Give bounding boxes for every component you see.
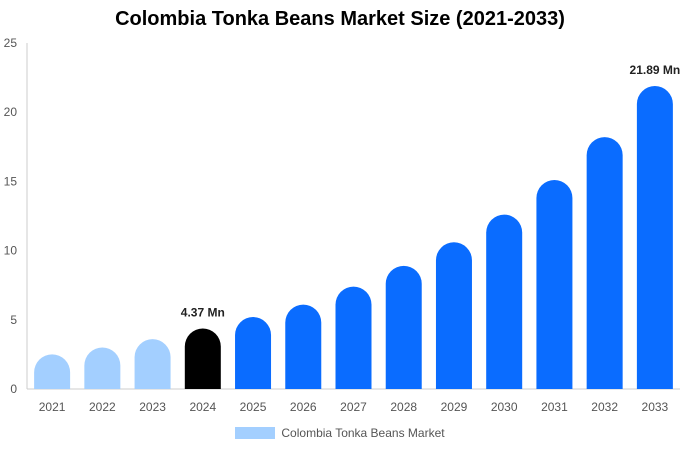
chart-title: Colombia Tonka Beans Market Size (2021-2… (115, 8, 565, 30)
y-tick-label: 15 (4, 174, 18, 188)
bar-2025 (235, 317, 272, 389)
y-tick-label: 0 (10, 382, 17, 396)
x-tick-label: 2033 (642, 400, 669, 414)
legend-swatch (235, 427, 276, 439)
bar-2024 (184, 328, 221, 389)
x-tick-label: 2027 (340, 400, 367, 414)
y-tick-label: 25 (4, 36, 18, 50)
y-tick-label: 20 (4, 105, 18, 119)
bar-2023 (134, 339, 171, 389)
x-tick-label: 2031 (541, 400, 568, 414)
y-tick-label: 10 (4, 244, 18, 258)
bar-2029 (435, 242, 472, 389)
legend-label: Colombia Tonka Beans Market (281, 426, 445, 440)
bar-2032 (586, 137, 623, 389)
x-tick-label: 2021 (39, 400, 66, 414)
x-tick-label: 2030 (491, 400, 518, 414)
x-tick-label: 2023 (139, 400, 166, 414)
y-tick-label: 5 (10, 313, 17, 327)
legend: Colombia Tonka Beans Market (0, 426, 680, 440)
x-tick-label: 2022 (89, 400, 116, 414)
x-tick-label: 2024 (189, 400, 216, 414)
bar-2026 (285, 304, 322, 389)
bar-2027 (335, 286, 372, 389)
bar-2030 (486, 214, 523, 389)
bar-2022 (84, 347, 121, 389)
x-tick-label: 2029 (441, 400, 468, 414)
x-tick-label: 2028 (390, 400, 417, 414)
data-label-2024: 4.37 Mn (181, 306, 225, 320)
x-tick-label: 2025 (240, 400, 267, 414)
x-tick-label: 2032 (591, 400, 618, 414)
bar-2031 (536, 180, 573, 389)
x-tick-label: 2026 (290, 400, 317, 414)
bar-2021 (34, 354, 71, 389)
bar-2033 (636, 86, 673, 390)
data-label-2033: 21.89 Mn (630, 63, 680, 77)
bar-2028 (385, 265, 422, 389)
